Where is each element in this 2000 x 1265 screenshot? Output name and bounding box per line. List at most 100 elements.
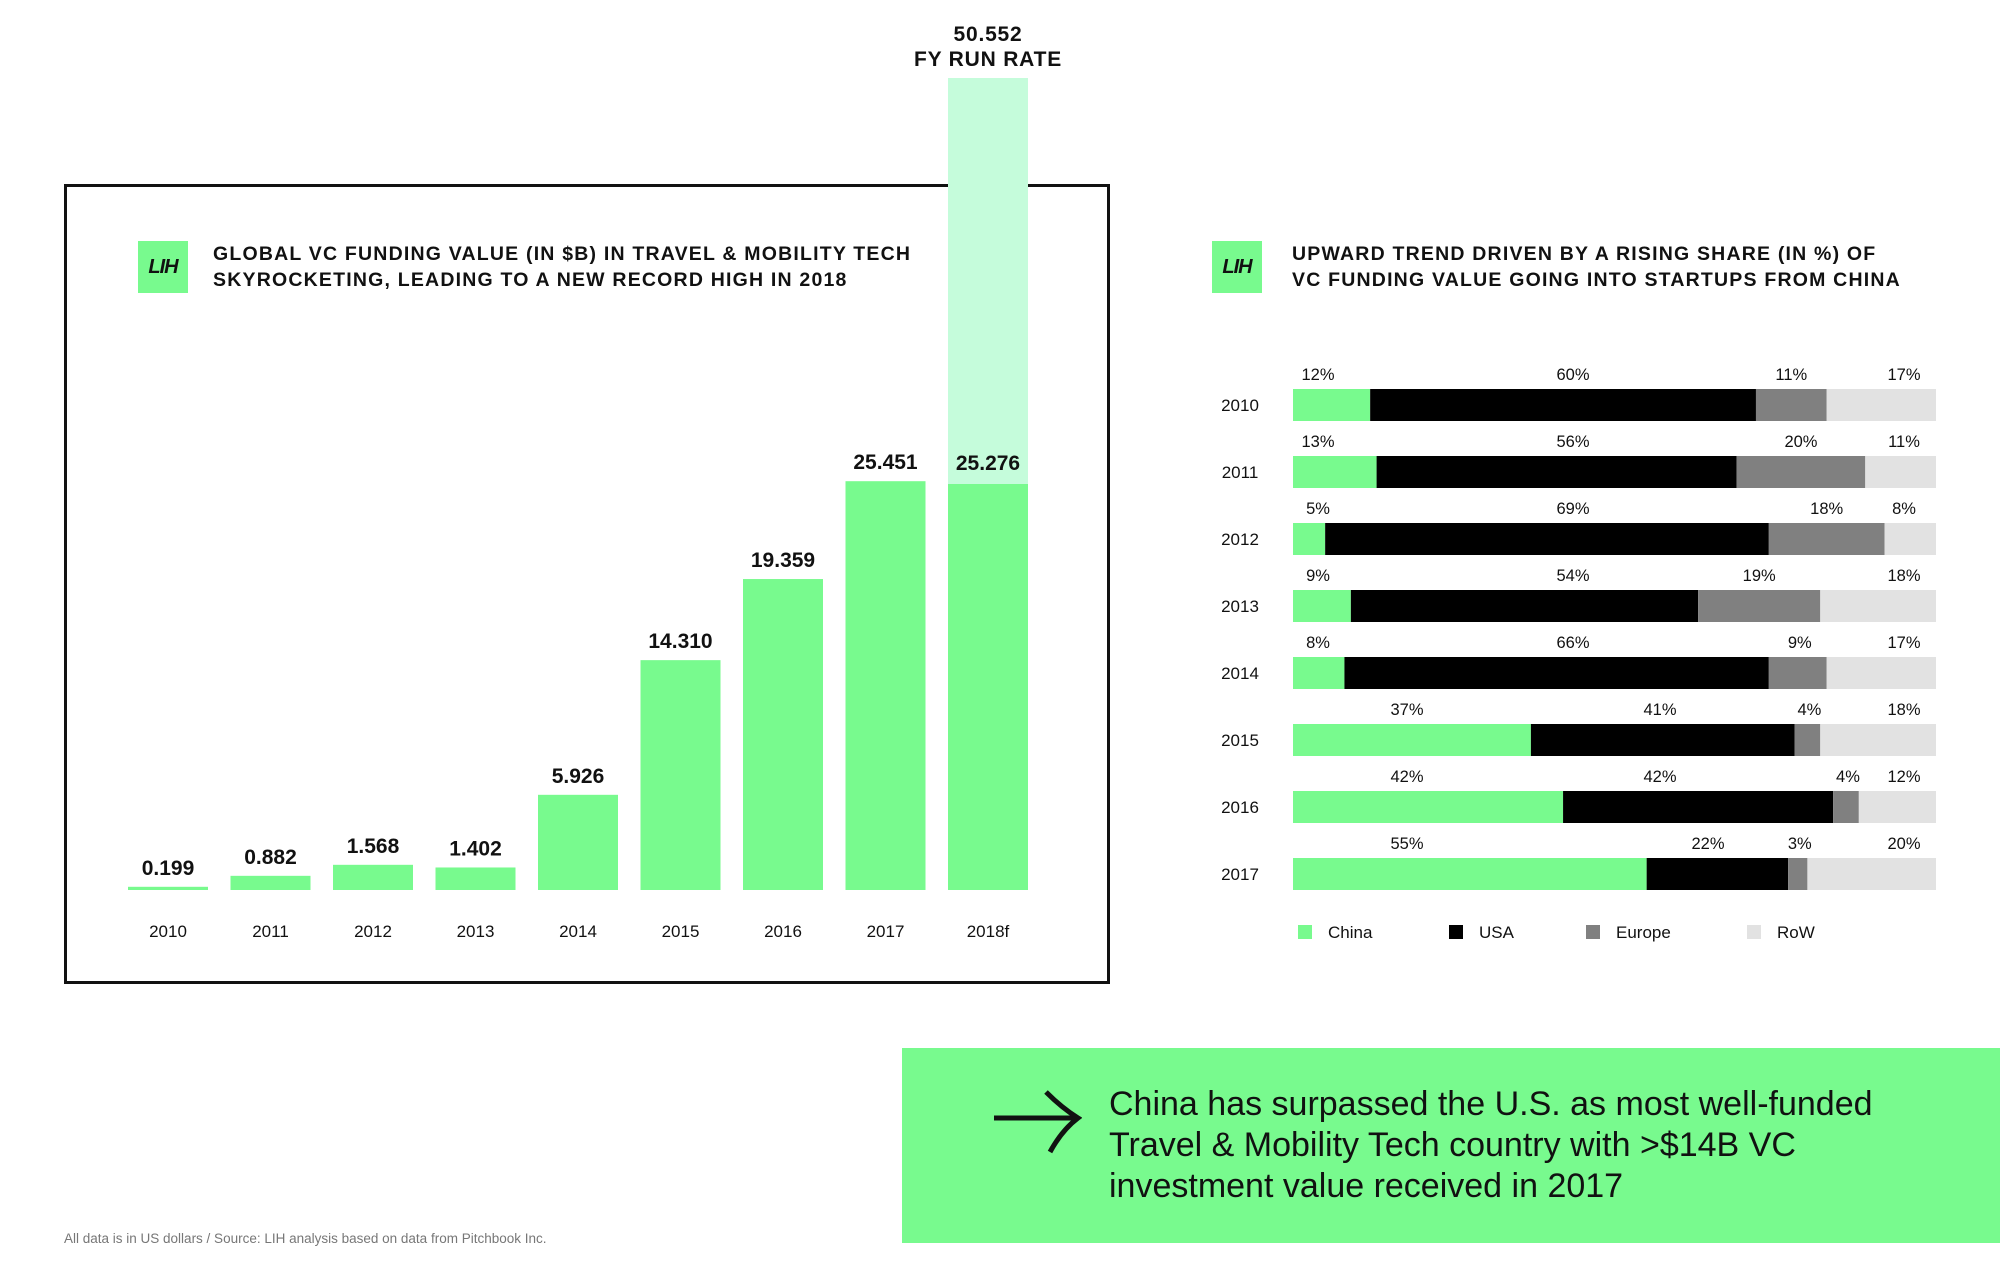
- segment-usa-2016: [1563, 791, 1834, 823]
- right-chart-logo: LIH: [1212, 241, 1262, 293]
- pct-label-china-2016: 42%: [1390, 768, 1423, 786]
- left-chart-title-line-1: GLOBAL VC FUNDING VALUE (IN $B) IN TRAVE…: [213, 243, 912, 265]
- arrow-right-icon: [994, 1090, 1082, 1154]
- segment-china-2011: [1293, 456, 1377, 488]
- row-label-2013: 2013: [1221, 597, 1259, 616]
- right-chart-title-line-2: VC FUNDING VALUE GOING INTO STARTUPS FRO…: [1292, 269, 1901, 291]
- pct-label-china-2011: 13%: [1301, 433, 1334, 451]
- right-chart-title-line-1: UPWARD TREND DRIVEN BY A RISING SHARE (I…: [1292, 243, 1877, 265]
- right-chart-title: UPWARD TREND DRIVEN BY A RISING SHARE (I…: [1292, 241, 1901, 293]
- legend-label-usa: USA: [1479, 923, 1515, 942]
- pct-label-china-2012: 5%: [1306, 500, 1330, 518]
- key-insight-callout: China has surpassed the U.S. as most wel…: [902, 1048, 2000, 1243]
- bar-value-label-2014: 5.926: [552, 765, 605, 788]
- x-tick-label-2013: 2013: [457, 922, 495, 941]
- segment-row-2013: [1820, 590, 1936, 622]
- row-label-2017: 2017: [1221, 865, 1259, 884]
- segment-row-2011: [1865, 456, 1936, 488]
- pct-label-usa-2013: 54%: [1556, 567, 1589, 585]
- segment-china-2016: [1293, 791, 1564, 823]
- bar-2017: [845, 481, 926, 890]
- segment-usa-2015: [1530, 724, 1795, 756]
- pct-label-europe-2017: 3%: [1788, 835, 1812, 853]
- pct-label-usa-2017: 22%: [1691, 835, 1724, 853]
- source-footnote: All data is in US dollars / Source: LIH …: [64, 1231, 547, 1246]
- pct-label-china-2017: 55%: [1390, 835, 1423, 853]
- legend-label-europe: Europe: [1616, 923, 1671, 942]
- callout-line-1: China has surpassed the U.S. as most wel…: [1109, 1085, 1873, 1123]
- pct-label-europe-2011: 20%: [1784, 433, 1817, 451]
- funding-bar-chart: 0.199 2010 0.882 2011 1.568 2012 1.402 2013 5.92…: [128, 23, 1061, 941]
- pct-label-row-2014: 17%: [1887, 634, 1920, 652]
- pct-label-usa-2015: 41%: [1643, 701, 1676, 719]
- row-label-2015: 2015: [1221, 731, 1259, 750]
- left-chart-title-line-2: SKYROCKETING, LEADING TO A NEW RECORD HI…: [213, 269, 848, 291]
- left-chart-logo: LIH: [138, 241, 188, 293]
- segment-row-2016: [1858, 791, 1936, 823]
- bar-2013: [435, 867, 516, 890]
- left-chart-title: GLOBAL VC FUNDING VALUE (IN $B) IN TRAVE…: [213, 241, 911, 293]
- callout-text: China has surpassed the U.S. as most wel…: [1109, 1084, 1969, 1207]
- bar-value-label-2016: 19.359: [751, 549, 815, 572]
- segment-usa-2011: [1376, 456, 1737, 488]
- pct-label-europe-2010: 11%: [1775, 366, 1807, 384]
- segment-europe-2012: [1768, 523, 1885, 555]
- bar-2010: [128, 886, 208, 890]
- segment-row-2015: [1820, 724, 1936, 756]
- pct-label-usa-2014: 66%: [1556, 634, 1589, 652]
- segment-europe-2014: [1768, 657, 1827, 689]
- segment-china-2014: [1293, 657, 1345, 689]
- segment-china-2013: [1293, 590, 1351, 622]
- x-tick-label-2016: 2016: [764, 922, 802, 941]
- legend-swatch-china: [1298, 925, 1312, 939]
- segment-usa-2014: [1344, 657, 1769, 689]
- segment-europe-2017: [1788, 858, 1808, 890]
- bar-value-label-2015: 14.310: [648, 630, 712, 653]
- pct-label-row-2011: 11%: [1888, 433, 1920, 451]
- run-rate-label-line-1: 50.552: [953, 23, 1022, 46]
- segment-europe-2011: [1736, 456, 1866, 488]
- pct-label-usa-2012: 69%: [1556, 500, 1589, 518]
- legend-swatch-row: [1747, 925, 1761, 939]
- x-tick-label-2010: 2010: [149, 922, 187, 941]
- pct-label-china-2015: 37%: [1390, 701, 1423, 719]
- pct-label-usa-2011: 56%: [1556, 433, 1589, 451]
- legend-label-china: China: [1328, 923, 1373, 942]
- share-stacked-bar-chart: 2010 2011 2012 2013 2014 2015 2016 2017 12% 60% 11…: [1221, 366, 1936, 942]
- legend-label-row: RoW: [1777, 923, 1815, 942]
- bar-run-rate-extension: [948, 78, 1028, 484]
- segment-usa-2017: [1646, 858, 1789, 890]
- bar-value-label-2017: 25.451: [853, 451, 918, 474]
- pct-label-china-2013: 9%: [1306, 567, 1330, 585]
- segment-row-2014: [1826, 657, 1936, 689]
- pct-label-europe-2014: 9%: [1788, 634, 1812, 652]
- row-label-2014: 2014: [1221, 664, 1259, 683]
- bar-2016: [743, 579, 823, 890]
- bar-2012: [333, 864, 413, 890]
- row-label-2016: 2016: [1221, 798, 1259, 817]
- pct-label-europe-2013: 19%: [1743, 567, 1776, 585]
- pct-label-row-2012: 8%: [1892, 500, 1916, 518]
- bar-value-label-2013: 1.402: [449, 837, 502, 860]
- segment-row-2017: [1807, 858, 1936, 890]
- callout-line-3: investment value received in 2017: [1109, 1167, 1624, 1205]
- bar-value-label-2011: 0.882: [244, 846, 297, 869]
- x-tick-label-2017: 2017: [867, 922, 905, 941]
- pct-label-row-2016: 12%: [1887, 768, 1920, 786]
- row-label-2010: 2010: [1221, 396, 1259, 415]
- segment-europe-2016: [1833, 791, 1859, 823]
- segment-china-2015: [1293, 724, 1531, 756]
- bar-2018f: [948, 484, 1028, 890]
- bar-2014: [538, 794, 618, 890]
- segment-china-2017: [1293, 858, 1647, 890]
- pct-label-china-2010: 12%: [1301, 366, 1334, 384]
- segment-usa-2010: [1370, 389, 1756, 421]
- segment-china-2010: [1293, 389, 1371, 421]
- pct-label-row-2017: 20%: [1887, 835, 1920, 853]
- left-chart-frame: [64, 184, 1110, 984]
- pct-label-row-2010: 17%: [1887, 366, 1920, 384]
- pct-label-row-2015: 18%: [1887, 701, 1920, 719]
- row-label-2012: 2012: [1221, 530, 1259, 549]
- pct-label-usa-2016: 42%: [1643, 768, 1676, 786]
- x-tick-label-2012: 2012: [354, 922, 392, 941]
